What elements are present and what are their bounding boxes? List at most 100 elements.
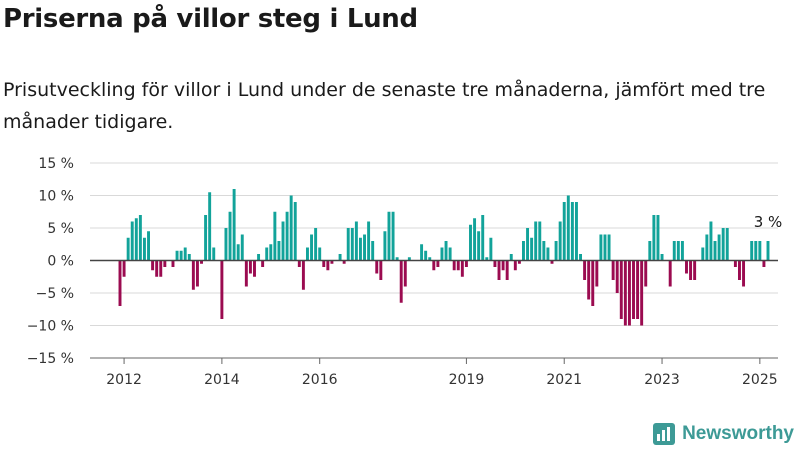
bar <box>403 260 407 287</box>
bar <box>407 257 411 261</box>
bar <box>473 218 477 261</box>
bar <box>513 260 517 271</box>
bar <box>281 221 285 261</box>
bar <box>656 215 660 261</box>
bar <box>220 260 224 319</box>
bar <box>236 244 240 261</box>
bar <box>558 221 562 261</box>
annotation-label: 3 % <box>754 213 783 231</box>
bar <box>693 260 697 280</box>
bar <box>187 254 191 261</box>
bar <box>363 234 366 261</box>
bar <box>428 257 432 261</box>
bar <box>326 260 330 271</box>
x-tick-label: 2014 <box>204 372 240 388</box>
bar <box>212 247 216 261</box>
bar <box>204 215 208 261</box>
bar <box>118 260 122 306</box>
bar <box>660 254 664 261</box>
bar <box>358 237 362 261</box>
bar <box>725 228 729 261</box>
bar <box>342 260 346 264</box>
bar <box>269 244 273 261</box>
bar <box>318 247 322 261</box>
bar <box>599 234 603 261</box>
bar <box>163 260 167 267</box>
bar <box>603 234 607 261</box>
chart-bars <box>118 189 770 326</box>
chart-title: Priserna på villor steg i Lund <box>3 4 418 34</box>
bar <box>644 260 648 287</box>
bar <box>469 224 472 261</box>
bar <box>542 241 546 261</box>
bar <box>330 260 334 264</box>
bar <box>591 260 595 306</box>
newsworthy-logo[interactable]: Newsworthy <box>652 422 794 446</box>
bar <box>122 260 126 277</box>
bar <box>611 260 615 280</box>
bar <box>200 260 203 264</box>
bar <box>452 260 456 271</box>
bar <box>758 241 762 261</box>
bar <box>371 241 375 261</box>
bar <box>505 260 509 280</box>
bar <box>579 254 582 261</box>
bar <box>713 241 717 261</box>
bar <box>522 241 525 261</box>
chart-axes: −15 % −10 % −5 % 0 % 5 % 10 % 15 % 2012 2014 2016… <box>27 156 778 388</box>
bar <box>623 260 627 326</box>
bar <box>738 260 741 280</box>
bar <box>501 260 505 271</box>
bar <box>705 234 709 261</box>
bar <box>570 202 574 261</box>
bar <box>248 260 252 274</box>
bar <box>228 211 232 261</box>
bar <box>306 247 309 261</box>
bar <box>619 260 623 319</box>
bar <box>395 257 399 261</box>
bar <box>130 221 134 261</box>
bar <box>668 260 672 287</box>
bar <box>709 221 713 261</box>
bar <box>566 195 570 261</box>
bar <box>375 260 379 274</box>
bar <box>766 241 770 261</box>
y-tick-label: 5 % <box>47 221 74 237</box>
y-tick-label: 0 % <box>47 254 74 270</box>
bar <box>526 228 530 261</box>
bar <box>762 260 766 267</box>
bar <box>640 260 644 326</box>
bar <box>285 211 289 261</box>
bar <box>424 250 428 261</box>
bar <box>530 237 534 261</box>
bar <box>224 228 228 261</box>
bar <box>257 254 261 261</box>
bar <box>134 218 138 261</box>
bar <box>253 260 256 277</box>
bar <box>310 234 314 261</box>
bar <box>509 254 513 261</box>
bar <box>244 260 248 287</box>
bar <box>322 260 326 267</box>
bar <box>595 260 599 287</box>
bar <box>367 221 371 261</box>
bar <box>138 215 142 261</box>
bar <box>232 189 236 261</box>
bar <box>265 247 269 261</box>
bar <box>456 260 460 271</box>
bar <box>183 247 187 261</box>
bar <box>448 247 452 261</box>
bar <box>338 254 342 261</box>
x-tick-label: 2016 <box>302 372 338 388</box>
bar <box>346 228 350 261</box>
bar <box>159 260 163 277</box>
bar <box>350 228 354 261</box>
chart-subtitle: Prisutveckling för villor i Lund under d… <box>3 79 766 133</box>
bar <box>301 260 305 290</box>
bar <box>297 260 301 267</box>
bar <box>583 260 587 280</box>
bar <box>627 260 631 326</box>
x-tick-label: 2019 <box>449 372 485 388</box>
bar <box>444 241 448 261</box>
